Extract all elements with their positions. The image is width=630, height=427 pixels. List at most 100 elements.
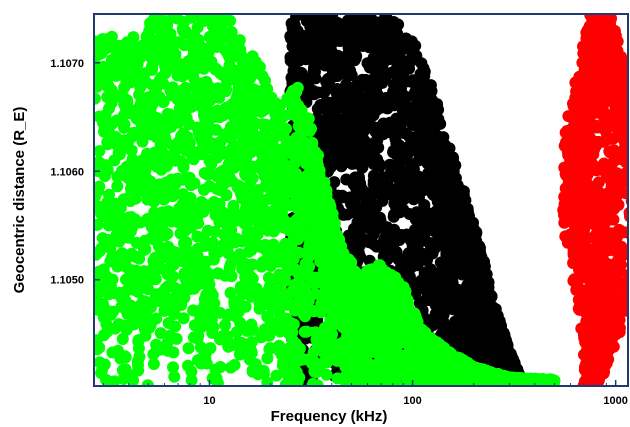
- data-point: [198, 99, 211, 112]
- data-point: [134, 81, 147, 94]
- data-point: [335, 160, 348, 173]
- data-point: [415, 232, 428, 245]
- data-point: [417, 213, 430, 225]
- data-point: [122, 211, 135, 224]
- data-point: [98, 329, 110, 342]
- data-point: [432, 172, 445, 185]
- data-point: [471, 320, 484, 333]
- data-point: [434, 134, 447, 147]
- data-point: [136, 135, 149, 148]
- data-point: [127, 318, 140, 331]
- data-point: [182, 342, 195, 355]
- data-point: [386, 28, 399, 41]
- data-point: [434, 256, 447, 269]
- data-point: [320, 75, 333, 88]
- data-point: [291, 30, 304, 43]
- data-point: [246, 272, 259, 285]
- data-point: [366, 104, 379, 117]
- data-point: [100, 69, 113, 82]
- data-point: [413, 297, 426, 310]
- data-point: [251, 215, 264, 228]
- data-point: [123, 36, 136, 49]
- data-point: [112, 45, 125, 58]
- data-point: [441, 292, 454, 305]
- data-point: [475, 286, 488, 299]
- data-point: [413, 191, 425, 204]
- data-point: [393, 53, 406, 66]
- data-point: [307, 44, 320, 56]
- data-point: [157, 150, 170, 163]
- data-point: [283, 199, 296, 212]
- data-point: [233, 211, 246, 224]
- data-point: [220, 189, 233, 202]
- data-point: [413, 150, 426, 163]
- data-point: [293, 246, 306, 259]
- data-point: [441, 215, 454, 228]
- data-point: [383, 53, 396, 66]
- data-point: [320, 368, 333, 381]
- data-point: [261, 352, 274, 365]
- data-point: [144, 155, 157, 168]
- data-point: [226, 175, 239, 188]
- data-point: [257, 364, 270, 377]
- data-point: [147, 348, 160, 361]
- data-point: [502, 352, 515, 365]
- data-point: [406, 76, 418, 88]
- data-point: [381, 221, 393, 234]
- data-point: [351, 172, 364, 184]
- data-point: [355, 156, 368, 169]
- data-point: [387, 17, 400, 30]
- data-point: [484, 331, 497, 344]
- data-point: [178, 237, 190, 250]
- data-point: [367, 227, 380, 240]
- data-point: [376, 178, 389, 191]
- data-point: [484, 312, 496, 325]
- data-point: [367, 169, 380, 182]
- data-point: [409, 223, 421, 236]
- data-point: [198, 129, 211, 142]
- data-point: [387, 210, 400, 223]
- data-point: [223, 261, 236, 274]
- data-point: [453, 310, 466, 323]
- data-point: [197, 183, 210, 196]
- data-point: [103, 134, 115, 147]
- data-point: [127, 374, 140, 386]
- data-point: [219, 319, 232, 332]
- data-point: [390, 194, 403, 207]
- data-point: [174, 155, 187, 168]
- data-point: [240, 169, 252, 182]
- data-point: [405, 36, 418, 49]
- data-point: [464, 226, 477, 239]
- data-point: [94, 80, 103, 93]
- data-point: [364, 60, 377, 73]
- data-point: [424, 237, 437, 250]
- data-point: [145, 61, 158, 74]
- data-point: [97, 263, 110, 276]
- data-point: [166, 110, 179, 123]
- data-point: [116, 247, 129, 260]
- data-point: [211, 82, 224, 95]
- data-point: [304, 20, 317, 33]
- data-point: [183, 118, 196, 131]
- data-point: [191, 230, 204, 243]
- data-point: [343, 87, 355, 100]
- series-1: [94, 14, 561, 386]
- data-point: [450, 283, 462, 295]
- data-point: [326, 14, 339, 24]
- data-points: [94, 14, 628, 386]
- data-point: [94, 145, 106, 158]
- data-point: [94, 207, 107, 220]
- data-point: [389, 128, 402, 141]
- data-point: [473, 253, 486, 266]
- data-point: [324, 161, 337, 174]
- data-point: [321, 123, 334, 136]
- data-point: [416, 124, 429, 137]
- data-point: [440, 232, 453, 245]
- series-0: [284, 14, 527, 386]
- data-point: [94, 245, 106, 258]
- data-point: [427, 188, 440, 201]
- data-point: [283, 341, 296, 354]
- data-point: [393, 173, 406, 186]
- data-point: [441, 272, 454, 285]
- data-point: [158, 229, 171, 242]
